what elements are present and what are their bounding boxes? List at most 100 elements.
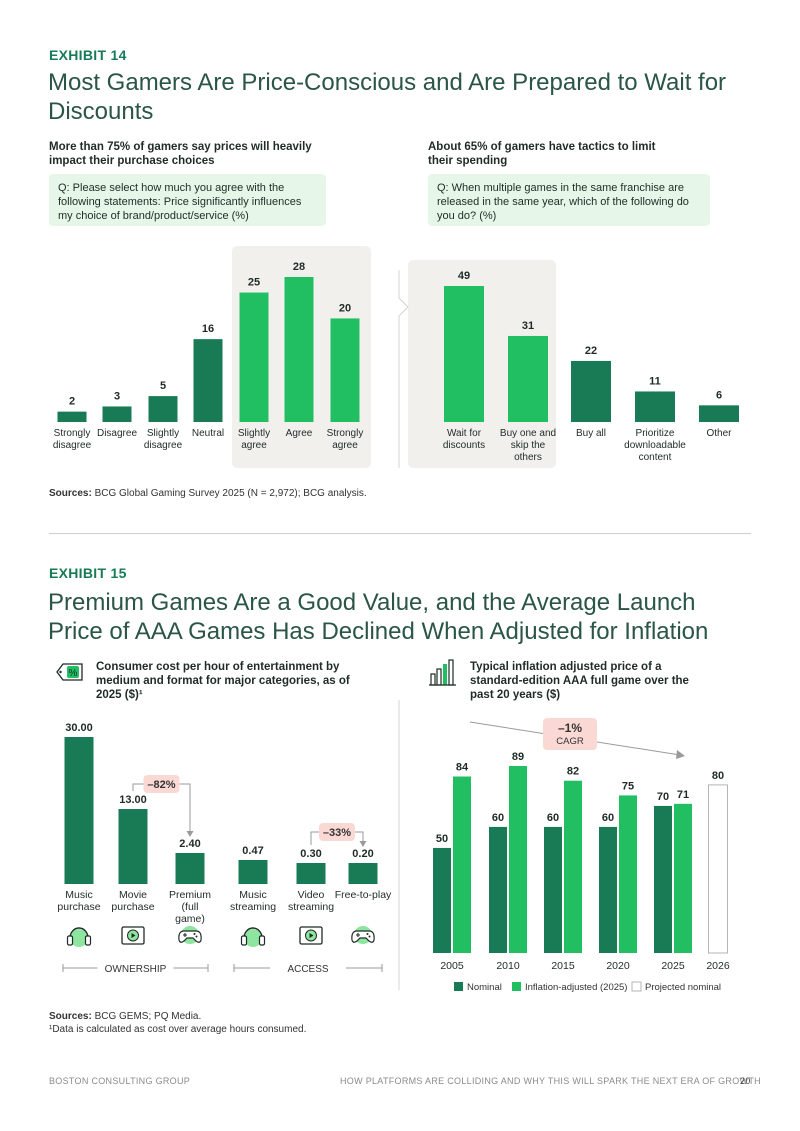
value-label-adjusted-2005: 84 xyxy=(456,762,469,774)
exhibit-15-label: EXHIBIT 15 xyxy=(49,565,127,581)
footer-brand: BOSTON CONSULTING GROUP xyxy=(49,1076,191,1086)
exhibit-15-title: Premium Games Are a Good Value, and the … xyxy=(48,589,709,645)
category-label-wait-for-discounts: discounts xyxy=(443,440,485,451)
group-label: OWNERSHIP xyxy=(105,964,167,975)
value-label-movie-purchase: 13.00 xyxy=(119,794,147,806)
category-label-prioritize-downloadable-content: content xyxy=(639,452,672,463)
category-label-free-to-play: Free-to-play xyxy=(335,889,392,901)
category-label-premium-full-game: game) xyxy=(175,913,205,925)
cagr-badge xyxy=(543,718,597,750)
annotation-badge xyxy=(143,775,180,793)
exhibit-14-left-subtitle: More than 75% of gamers say prices will … xyxy=(49,141,312,167)
category-label-movie-purchase: purchase xyxy=(111,901,154,913)
value-label-neutral: 16 xyxy=(202,323,214,335)
exhibit-14-right-subtitle: About 65% of gamers have tactics to limi… xyxy=(428,141,656,167)
bar-nominal-2025 xyxy=(654,805,672,953)
group-ownership: OWNERSHIP xyxy=(62,964,209,975)
value-label-buy-one-and-skip-the-others: 31 xyxy=(522,320,534,332)
bar-video-streaming xyxy=(296,863,326,884)
year-label-2015: 2015 xyxy=(551,960,575,972)
value-label-premium-full-game: 2.40 xyxy=(179,838,200,850)
sources-label: Sources: xyxy=(49,488,92,499)
cagr-value: –1% xyxy=(558,721,582,735)
exhibit-14-charts: 2Stronglydisagree3Disagree5Slightlydisag… xyxy=(53,246,739,468)
value-label-agree: 28 xyxy=(293,261,305,273)
bar-buy-one-and-skip-the-others xyxy=(508,335,548,422)
bar-nominal-2015 xyxy=(544,826,562,953)
value-label-projected-2026: 80 xyxy=(712,770,724,782)
bar-buy-all xyxy=(571,360,611,422)
value-label-other: 6 xyxy=(716,389,722,401)
bar-music-streaming xyxy=(238,860,268,884)
category-label-agree: Agree xyxy=(286,428,313,439)
exhibit-15-charts: 30.00Musicpurchase13.00Moviepurchase2.40… xyxy=(57,700,730,993)
exhibit-15-sources: Sources: BCG GEMS; PQ Media. xyxy=(49,1011,201,1022)
annotation-arrowhead xyxy=(186,831,194,837)
category-label-buy-one-and-skip-the-others: others xyxy=(514,452,542,463)
category-label-strongly-disagree: disagree xyxy=(53,440,92,451)
reduction-annotation-2: –33% xyxy=(310,823,367,847)
cagr-label: CAGR xyxy=(556,736,584,747)
play-screen-icon xyxy=(299,926,323,945)
value-label-adjusted-2025: 71 xyxy=(677,789,689,801)
chart-separator xyxy=(398,270,409,468)
value-label-nominal-2020: 60 xyxy=(602,812,614,824)
category-label-premium-full-game: Premium xyxy=(169,889,211,901)
exhibit-14-label: EXHIBIT 14 xyxy=(49,47,127,63)
category-label-slightly-disagree: Slightly xyxy=(147,428,179,439)
value-label-adjusted-2015: 82 xyxy=(567,766,579,778)
category-label-strongly-agree: agree xyxy=(332,440,358,451)
category-label-strongly-agree: Strongly xyxy=(327,428,364,439)
bar-premium-full-game xyxy=(175,853,205,884)
value-label-disagree: 3 xyxy=(114,390,120,402)
category-label-other: Other xyxy=(706,428,732,439)
bar-movie-purchase xyxy=(118,809,148,884)
year-label-2020: 2020 xyxy=(606,960,630,972)
headphones-icon xyxy=(66,927,92,947)
svg-text:%: % xyxy=(69,668,78,679)
annotation-arrowhead xyxy=(359,841,367,847)
legend-swatch-nominal xyxy=(454,982,463,991)
price-bars-icon xyxy=(428,657,458,687)
bar-wait-for-discounts xyxy=(444,286,484,422)
annotation-text: –82% xyxy=(147,779,175,791)
value-label-strongly-agree: 20 xyxy=(339,302,351,314)
bar-nominal-2005 xyxy=(433,847,451,953)
category-label-slightly-agree: Slightly xyxy=(238,428,270,439)
group-label: ACCESS xyxy=(287,964,328,975)
value-label-free-to-play: 0.20 xyxy=(352,848,373,860)
bar-projected-2026 xyxy=(708,784,728,954)
value-label-video-streaming: 0.30 xyxy=(300,848,321,860)
category-label-music-streaming: streaming xyxy=(230,901,276,913)
headphones-icon xyxy=(240,927,266,947)
value-label-wait-for-discounts: 49 xyxy=(458,270,470,282)
bar-strongly-disagree xyxy=(57,411,87,422)
section-divider xyxy=(49,533,751,534)
reduction-annotation-1: –82% xyxy=(132,775,194,837)
annotation-badge xyxy=(319,823,355,841)
category-label-buy-all: Buy all xyxy=(576,428,606,439)
value-label-nominal-2015: 60 xyxy=(547,812,559,824)
legend-swatch-inflation-adjusted-2025 xyxy=(512,982,521,991)
bar-agree xyxy=(284,277,314,422)
group-bracket xyxy=(62,964,209,972)
bar-slightly-agree xyxy=(239,292,269,422)
footer-report-title: HOW PLATFORMS ARE COLLIDING AND WHY THIS… xyxy=(340,1076,761,1086)
year-label-2026: 2026 xyxy=(706,960,730,972)
category-label-strongly-disagree: Strongly xyxy=(54,428,91,439)
bar-neutral xyxy=(193,339,223,422)
category-label-music-streaming: Music xyxy=(239,889,266,901)
category-label-slightly-agree: agree xyxy=(241,440,267,451)
value-label-slightly-disagree: 5 xyxy=(160,380,166,392)
value-label-prioritize-downloadable-content: 11 xyxy=(649,375,661,387)
bar-prioritize-downloadable-content xyxy=(635,391,675,422)
legend-swatch-projected-nominal xyxy=(631,981,642,992)
exhibit-14-title: Most Gamers Are Price-Conscious and Are … xyxy=(48,69,727,125)
bar-adjusted-2005 xyxy=(453,776,471,953)
category-label-neutral: Neutral xyxy=(192,428,224,439)
category-label-music-purchase: purchase xyxy=(57,901,100,913)
gamepad-icon xyxy=(351,926,375,944)
year-label-2005: 2005 xyxy=(440,960,464,972)
legend-label-nominal: Nominal xyxy=(467,982,502,993)
value-label-adjusted-2010: 89 xyxy=(512,751,524,763)
